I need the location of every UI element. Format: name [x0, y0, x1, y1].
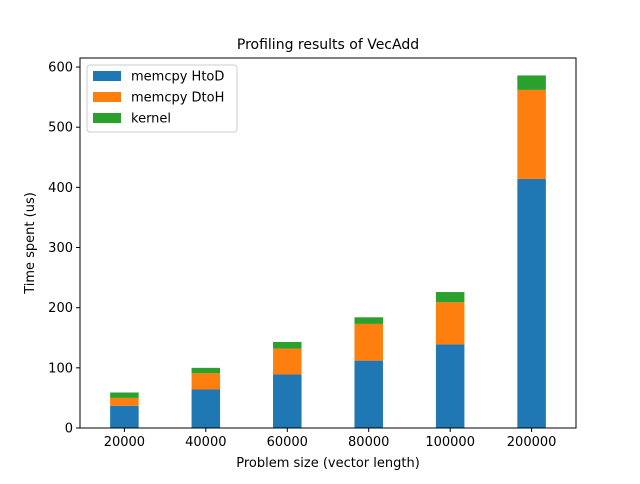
- axes-layer: [79, 57, 577, 429]
- y-tick-label: 600: [48, 61, 73, 76]
- x-tick-label: 60000: [267, 435, 308, 450]
- bars-layer: [110, 75, 546, 428]
- y-tick-label: 100: [48, 361, 73, 376]
- y-tick-label: 500: [48, 121, 73, 136]
- bar-segment-kernel-40000: [191, 367, 221, 374]
- bar-segment-memcpy-htod-60000: [273, 374, 302, 428]
- x-tick-label: 80000: [348, 435, 389, 450]
- bar-segment-memcpy-dtoh-60000: [273, 348, 302, 375]
- bar-segment-memcpy-htod-80000: [354, 360, 383, 428]
- legend-swatch-memcpy-dtoh: [93, 92, 121, 102]
- bar-segment-memcpy-dtoh-200000: [517, 89, 546, 179]
- y-tick-label: 300: [48, 241, 73, 256]
- chart-title: Profiling results of VecAdd: [237, 37, 419, 53]
- plot-frame: [79, 57, 577, 429]
- legend-label-memcpy-htod: memcpy HtoD: [131, 70, 224, 85]
- bar-segment-memcpy-dtoh-40000: [191, 373, 221, 390]
- y-tick-label: 200: [48, 301, 73, 316]
- legend: memcpy HtoD memcpy DtoH kernel: [86, 64, 238, 133]
- y-axis-label: Time spent (us): [23, 192, 38, 295]
- x-ticks: 20000 40000 60000 80000 100000 200000: [104, 428, 557, 450]
- bar-segment-kernel-100000: [435, 292, 465, 303]
- x-tick-label: 20000: [104, 435, 145, 450]
- x-axis-label: Problem size (vector length): [236, 456, 420, 471]
- x-tick-label: 100000: [425, 435, 475, 450]
- legend-swatch-memcpy-htod: [93, 71, 121, 81]
- legend-label-memcpy-dtoh: memcpy DtoH: [131, 91, 224, 106]
- y-ticks: 0 100 200 300 400 500 600: [48, 61, 80, 437]
- bar-segment-memcpy-dtoh-100000: [435, 302, 465, 345]
- legend-swatch-kernel: [93, 113, 121, 123]
- legend-label-kernel: kernel: [131, 112, 171, 127]
- bar-segment-memcpy-htod-40000: [191, 389, 221, 428]
- bar-segment-kernel-80000: [354, 317, 383, 324]
- bar-segment-memcpy-dtoh-20000: [110, 397, 139, 406]
- x-tick-label: 40000: [185, 435, 226, 450]
- y-tick-label: 400: [48, 181, 73, 196]
- legend-frame: [86, 64, 238, 133]
- bar-segment-kernel-60000: [273, 341, 302, 349]
- bar-segment-memcpy-htod-20000: [110, 405, 139, 428]
- bar-segment-kernel-20000: [110, 392, 139, 398]
- y-tick-label: 0: [65, 422, 73, 437]
- bar-segment-memcpy-htod-200000: [517, 178, 546, 428]
- x-tick-label: 200000: [507, 435, 557, 450]
- bar-segment-kernel-200000: [517, 75, 546, 90]
- bar-segment-memcpy-dtoh-80000: [354, 323, 383, 361]
- bar-segment-memcpy-htod-100000: [435, 344, 465, 428]
